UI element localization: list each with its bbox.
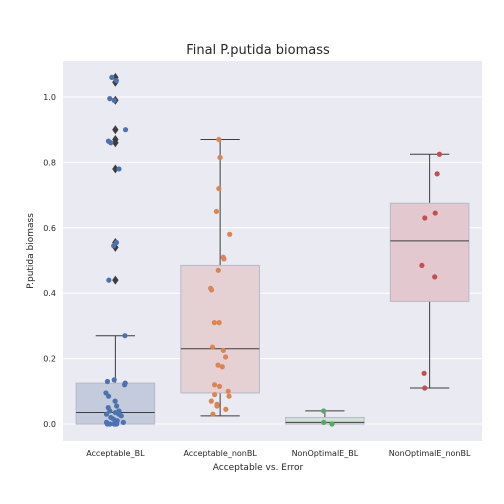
outlier-marker: [112, 135, 119, 144]
data-point: [434, 171, 440, 177]
data-point: [321, 408, 327, 414]
x-tick-label: Acceptable_nonBL: [183, 449, 257, 458]
data-point: [212, 391, 218, 398]
data-point: [116, 166, 122, 172]
y-tick-labels: 0.0 0.2 0.4 0.6 0.8 1.0: [43, 93, 56, 429]
y-axis-label: P.putida biomass: [26, 213, 36, 289]
data-point: [220, 254, 226, 260]
box-NonOptimalE_nonBL: [389, 153, 470, 389]
x-tick-labels: Acceptable_BL Acceptable_nonBL NonOptimalE…: [86, 449, 471, 458]
data-point: [216, 320, 222, 326]
data-point: [105, 138, 112, 144]
data-point: [422, 385, 428, 391]
data-point: [432, 274, 438, 280]
data-point: [208, 285, 214, 291]
data-point: [421, 370, 427, 376]
data-point: [108, 414, 114, 421]
data-point: [432, 210, 438, 216]
data-point: [220, 347, 226, 354]
data-point: [103, 390, 109, 396]
data-point: [321, 419, 327, 425]
data-point: [109, 74, 115, 80]
data-point: [112, 398, 118, 404]
data-point: [104, 378, 111, 385]
y-tick-label: 0.8: [43, 158, 56, 167]
data-point: [106, 277, 112, 283]
data-point: [226, 393, 232, 399]
data-point: [113, 239, 120, 246]
data-point: [225, 388, 231, 394]
data-point: [213, 208, 220, 215]
x-tick-label: NonOptimalE_BL: [292, 449, 359, 458]
data-point: [222, 354, 229, 360]
data-point: [113, 78, 119, 84]
x-axis-label: Acceptable vs. Error: [213, 463, 304, 473]
data-point: [216, 136, 222, 143]
outlier-marker: [112, 72, 119, 82]
data-point: [227, 231, 233, 237]
data-point: [114, 403, 120, 409]
x-tick-label: Acceptable_BL: [86, 449, 145, 458]
y-tick-label: 0.4: [43, 289, 56, 298]
outlier-marker: [112, 125, 119, 135]
data-point: [216, 185, 222, 192]
data-point: [208, 398, 214, 404]
data-point: [215, 267, 221, 273]
data-point: [422, 215, 428, 221]
data-point: [120, 419, 126, 425]
data-point: [103, 419, 110, 425]
data-point: [111, 97, 117, 103]
outlier-marker: [112, 164, 119, 174]
x-tick-label: NonOptimalE_nonBL: [389, 449, 471, 458]
y-tick-label: 0.0: [43, 420, 56, 429]
data-point: [217, 154, 223, 161]
data-point: [105, 405, 111, 411]
data-point: [103, 411, 110, 417]
data-point: [122, 127, 129, 133]
data-point: [211, 382, 218, 388]
data-point: [219, 364, 225, 370]
data-point: [419, 262, 425, 269]
data-point: [122, 333, 128, 339]
data-point: [223, 406, 229, 412]
y-tick-label: 1.0: [43, 93, 56, 102]
data-point: [111, 377, 117, 383]
y-tick-label: 0.2: [43, 355, 56, 364]
chart-title: Final P.putida biomass: [186, 43, 330, 58]
data-point: [107, 96, 113, 102]
data-point: [436, 151, 443, 157]
data-point: [116, 408, 122, 414]
box-body: [180, 264, 260, 394]
data-point: [329, 421, 335, 427]
data-point: [210, 411, 216, 417]
outlier-marker: [112, 275, 119, 285]
box-Acceptable_nonBL: [180, 139, 260, 417]
box-body: [389, 202, 470, 302]
data-point: [122, 380, 128, 386]
data-point: [209, 344, 216, 350]
strip-points: [103, 74, 443, 427]
data-point: [214, 401, 220, 407]
data-point: [211, 320, 217, 326]
y-tick-label: 0.6: [43, 224, 56, 233]
data-point: [216, 383, 223, 389]
data-point: [215, 362, 221, 368]
